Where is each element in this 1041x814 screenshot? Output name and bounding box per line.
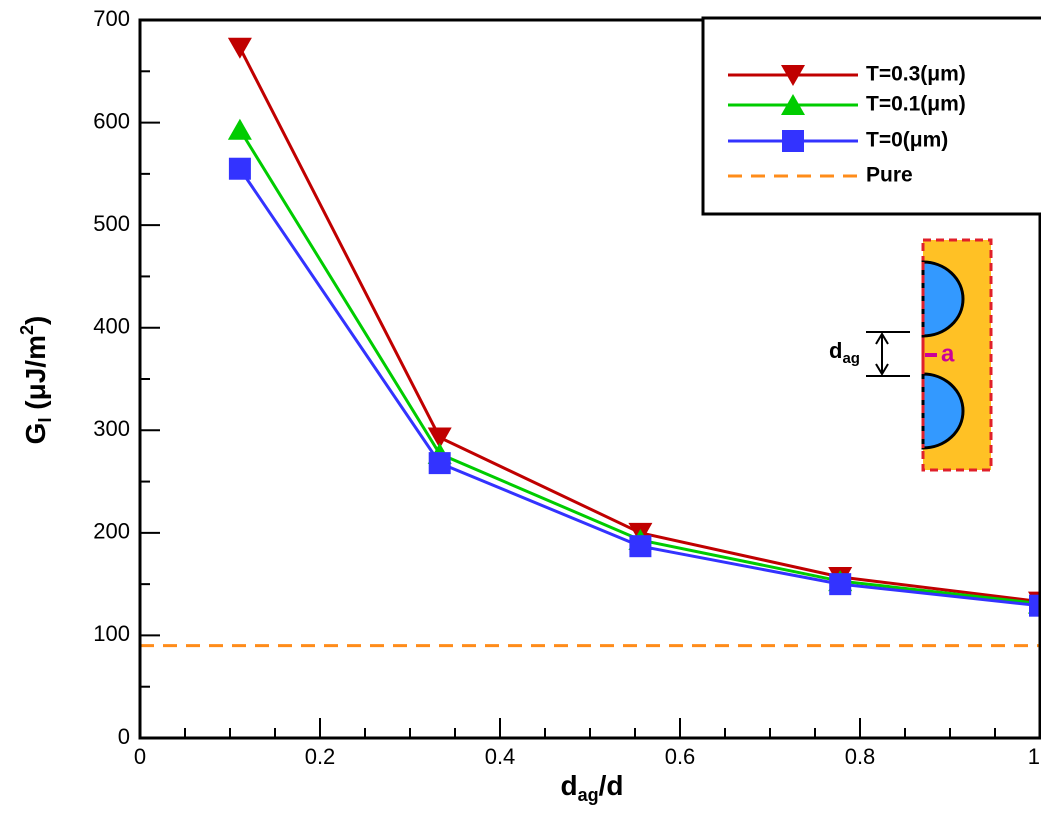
inset-arrowheads — [875, 332, 889, 376]
y-tick-label: 400 — [93, 314, 130, 339]
x-label-sub: ag — [578, 785, 599, 805]
inset-gap-main: d — [829, 338, 842, 363]
y-label-sup: 2 — [17, 325, 37, 335]
y-label-sub: I — [35, 418, 55, 423]
plot-area: 0 0.2 0.4 0.6 0.8 1 0 100 200 300 400 500 600 700 — [93, 6, 1041, 769]
x-axis-label: dag/d — [560, 770, 623, 804]
inset-gap-label: dag — [829, 338, 860, 367]
x-tick-label: 0.8 — [845, 744, 876, 769]
legend-label: T=0.1(μm) — [866, 93, 966, 116]
x-tick-label: 1 — [1028, 744, 1040, 769]
y-tick-label: 300 — [93, 416, 130, 441]
x-tick-label: 0 — [134, 744, 146, 769]
marker — [227, 118, 252, 140]
marker — [427, 427, 452, 449]
legend-marker — [781, 65, 805, 86]
x-tick-label: 0.6 — [665, 744, 696, 769]
marker — [829, 573, 852, 596]
legend-label: Pure — [866, 164, 913, 187]
y-tick-label: 200 — [93, 519, 130, 544]
legend-box — [701, 16, 1041, 216]
inset-particle — [921, 372, 965, 450]
y-tick-label: 100 — [93, 621, 130, 646]
marker — [1029, 594, 1041, 617]
inset-gap-sub: ag — [842, 350, 860, 367]
plot-frame — [138, 18, 1041, 740]
x-label-main: d — [560, 770, 577, 801]
inset-radius-label: a — [941, 340, 955, 367]
legend-marker — [781, 94, 805, 115]
marker — [629, 535, 652, 558]
legend-label: T=0.3(μm) — [866, 63, 966, 86]
y-tick-label: 500 — [93, 211, 130, 236]
x-tick-label: 0.2 — [305, 744, 336, 769]
legend-marker — [782, 130, 804, 152]
marker — [428, 452, 451, 475]
legend: T=0.3(μm) T=0.1(μm) T=0(μm) Pure — [701, 16, 1041, 216]
y-label-rest: (μJ/m — [20, 335, 51, 417]
inset-particle — [921, 260, 965, 338]
x-label-rest: /d — [599, 770, 624, 801]
y-tick-label: 0 — [118, 724, 130, 749]
y-label-end: ) — [20, 316, 51, 325]
y-label-main: G — [20, 423, 51, 445]
y-tick-label: 700 — [93, 6, 130, 31]
x-tick-label: 0.4 — [485, 744, 516, 769]
marker — [227, 37, 252, 59]
y-axis-label: GI (μJ/m2) — [17, 316, 55, 445]
legend-label: T=0(μm) — [866, 129, 948, 152]
inset-diagram: dag a — [829, 238, 993, 472]
marker — [228, 157, 251, 180]
y-tick-label: 600 — [93, 108, 130, 133]
